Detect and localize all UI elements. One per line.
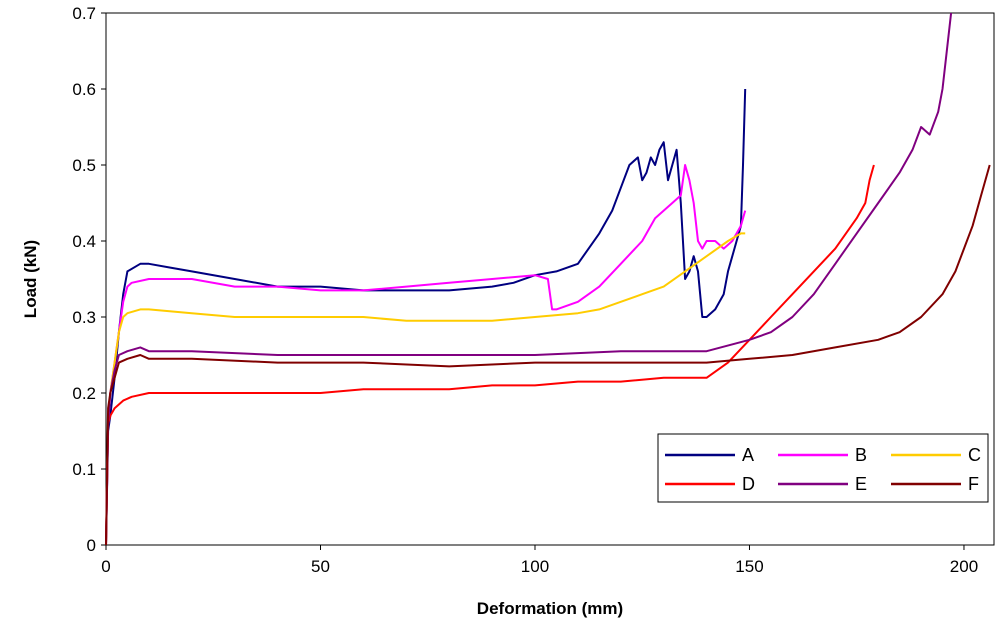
series-layer — [105, 12, 991, 546]
legend-label-c: C — [968, 445, 981, 465]
legend-label-a: A — [742, 445, 754, 465]
x-tick-label: 50 — [311, 557, 330, 576]
legend-label-f: F — [968, 474, 979, 494]
y-tick-label: 0.6 — [72, 80, 96, 99]
y-tick-label: 0.4 — [72, 232, 96, 251]
y-tick-label: 0 — [87, 536, 96, 555]
legend-box — [657, 433, 989, 503]
legend-label-e: E — [855, 474, 867, 494]
y-tick-label: 0.1 — [72, 460, 96, 479]
legend: A B C D E F — [657, 433, 989, 503]
x-tick-label: 100 — [521, 557, 549, 576]
x-tick-label: 0 — [101, 557, 110, 576]
series-line-e — [105, 12, 953, 546]
legend-label-b: B — [855, 445, 867, 465]
series-line-a — [105, 88, 747, 546]
series-line-b — [105, 164, 747, 546]
series-line-d — [105, 164, 875, 546]
x-tick-label: 200 — [950, 557, 978, 576]
series-line-f — [105, 164, 991, 546]
y-axis: 0 0.1 0.2 0.3 0.4 0.5 0.6 0.7 — [72, 4, 106, 555]
x-axis-title: Deformation (mm) — [477, 599, 623, 618]
y-tick-label: 0.3 — [72, 308, 96, 327]
x-tick-label: 150 — [735, 557, 763, 576]
y-tick-label: 0.2 — [72, 384, 96, 403]
y-axis-title: Load (kN) — [21, 240, 40, 318]
legend-label-d: D — [742, 474, 755, 494]
y-tick-label: 0.5 — [72, 156, 96, 175]
y-tick-label: 0.7 — [72, 4, 96, 23]
x-axis: 0 50 100 150 200 — [101, 545, 978, 576]
series-line-c — [105, 232, 746, 546]
